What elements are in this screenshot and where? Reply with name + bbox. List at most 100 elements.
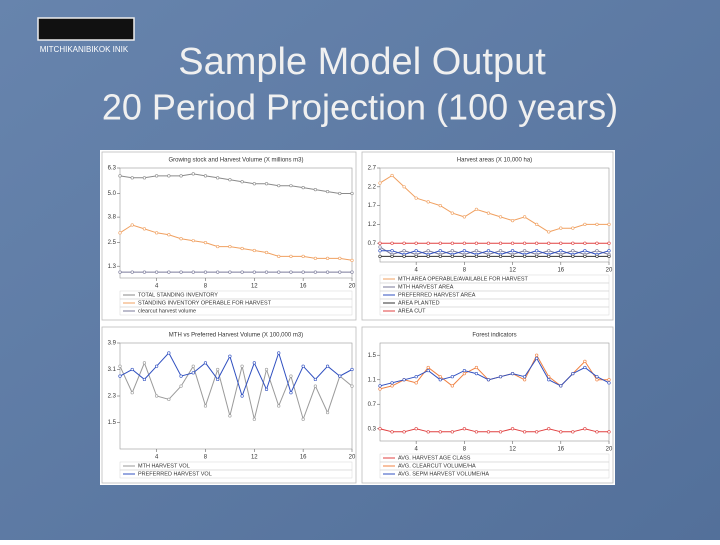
series-line: [119, 361, 353, 421]
chart-title: Harvest areas (X 10,000 ha): [457, 158, 532, 164]
data-point: [462, 427, 466, 431]
data-point: [338, 256, 342, 260]
data-point: [426, 200, 430, 204]
data-point: [179, 374, 183, 378]
y-tick-label: 0.7: [368, 402, 377, 408]
data-point: [390, 249, 394, 253]
data-point: [240, 246, 244, 251]
data-point: [426, 430, 430, 434]
data-point: [450, 375, 454, 379]
data-point: [378, 384, 382, 388]
data-point: [130, 270, 134, 274]
data-point: [547, 241, 551, 245]
x-tick-label: 16: [557, 268, 564, 274]
x-tick-label: 20: [606, 268, 613, 274]
y-tick-label: 0.3: [368, 426, 377, 432]
data-point: [523, 254, 527, 258]
slide-subtitle: 20 Period Projection (100 years): [102, 87, 618, 128]
data-point: [474, 249, 479, 253]
data-point: [535, 430, 539, 434]
series-line: [119, 351, 353, 398]
data-point: [252, 182, 256, 186]
x-tick-label: 12: [251, 455, 258, 461]
data-point: [155, 174, 159, 178]
x-tick-label: 4: [414, 268, 418, 274]
y-tick-label: 1.1: [368, 377, 377, 383]
data-point: [191, 364, 195, 368]
data-point: [216, 377, 220, 382]
plot-area: [119, 167, 353, 279]
legend-label: AVG. HARVEST AGE CLASS: [398, 455, 471, 461]
data-point: [559, 226, 563, 230]
data-point: [486, 249, 491, 253]
chart-title: MTH vs Preferred Harvest Volume (X 100,0…: [169, 333, 303, 339]
y-tick-label: 3.8: [108, 215, 117, 221]
legend-label: AVG. SEPM HARVEST VOLUME/HA: [398, 471, 489, 477]
data-point: [498, 254, 503, 258]
data-point: [289, 254, 293, 258]
x-tick-label: 20: [349, 455, 356, 461]
data-point: [498, 249, 503, 253]
chart-title: Growing stock and Harvest Volume (X mill…: [168, 158, 303, 164]
data-point: [450, 430, 454, 434]
legend-label: PREFERRED HARVEST VOL: [138, 471, 212, 477]
y-tick-label: 1.3: [108, 264, 117, 270]
data-point: [264, 270, 269, 274]
data-point: [228, 354, 232, 358]
data-point: [438, 375, 442, 379]
data-point: [277, 270, 281, 274]
data-point: [547, 230, 551, 234]
data-point: [277, 254, 281, 258]
data-point: [142, 361, 147, 365]
data-point: [378, 241, 382, 245]
data-point: [313, 188, 317, 192]
data-point: [142, 176, 147, 180]
data-point: [289, 270, 293, 274]
series-line: [379, 428, 609, 433]
data-point: [426, 241, 430, 245]
data-point: [414, 375, 418, 379]
plot-area: [379, 342, 610, 442]
legend-box: [379, 306, 610, 316]
data-point: [338, 270, 342, 274]
data-point: [438, 249, 442, 253]
y-tick-label: 1.2: [368, 222, 377, 228]
data-point: [277, 184, 281, 188]
x-tick-label: 16: [300, 284, 307, 290]
data-point: [402, 241, 406, 245]
data-point: [607, 254, 611, 258]
data-point: [414, 241, 418, 245]
data-point: [535, 222, 539, 226]
data-point: [191, 239, 195, 243]
data-point: [390, 381, 394, 385]
data-point: [203, 241, 208, 245]
legend-box: [119, 306, 353, 316]
data-point: [240, 180, 244, 184]
legend-label: clearcut harvest volume: [138, 308, 196, 314]
data-point: [559, 241, 563, 245]
data-point: [264, 367, 269, 372]
data-point: [414, 254, 418, 258]
logo-text: MITCHIKANIBIKOK INIK: [40, 45, 129, 54]
data-point: [450, 254, 454, 258]
y-tick-label: 1.7: [368, 203, 377, 209]
data-point: [414, 249, 418, 253]
data-point: [167, 174, 171, 178]
data-point: [535, 249, 539, 253]
data-point: [559, 384, 563, 388]
data-point: [571, 226, 575, 230]
data-point: [559, 430, 563, 434]
series-line: [379, 174, 609, 233]
data-point: [402, 185, 406, 189]
data-point: [325, 364, 330, 368]
data-point: [486, 430, 491, 434]
data-point: [571, 430, 575, 434]
data-point: [252, 270, 256, 274]
series-line: [119, 173, 352, 194]
data-point: [228, 244, 232, 249]
y-tick-label: 0.7: [368, 241, 377, 247]
data-point: [118, 270, 122, 274]
data-point: [498, 241, 503, 245]
data-point: [155, 394, 159, 398]
data-point: [450, 211, 454, 215]
